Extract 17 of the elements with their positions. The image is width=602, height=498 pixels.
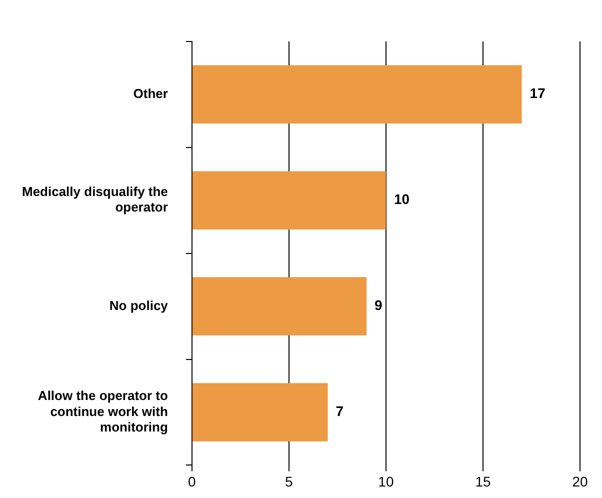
x-tick-label: 10 [378, 473, 394, 490]
y-tick-label: No policy [109, 298, 169, 313]
x-tick-label: 15 [475, 473, 491, 490]
bar [192, 65, 522, 124]
data-label: 9 [374, 297, 383, 314]
bar [192, 277, 367, 336]
x-tick-label: 5 [285, 473, 294, 490]
x-tick-label: 20 [572, 473, 588, 490]
y-tick-label: Allow the operator to continue work with monitoring [38, 388, 168, 434]
y-tick-label: Medically disqualify the operator [22, 184, 168, 215]
data-label: 17 [530, 85, 546, 102]
y-tick-label: Other [133, 86, 168, 101]
data-label: 10 [394, 191, 410, 208]
bar [192, 171, 386, 230]
x-tick-label: 0 [188, 473, 196, 490]
data-label: 7 [336, 403, 344, 420]
bar [192, 383, 328, 442]
